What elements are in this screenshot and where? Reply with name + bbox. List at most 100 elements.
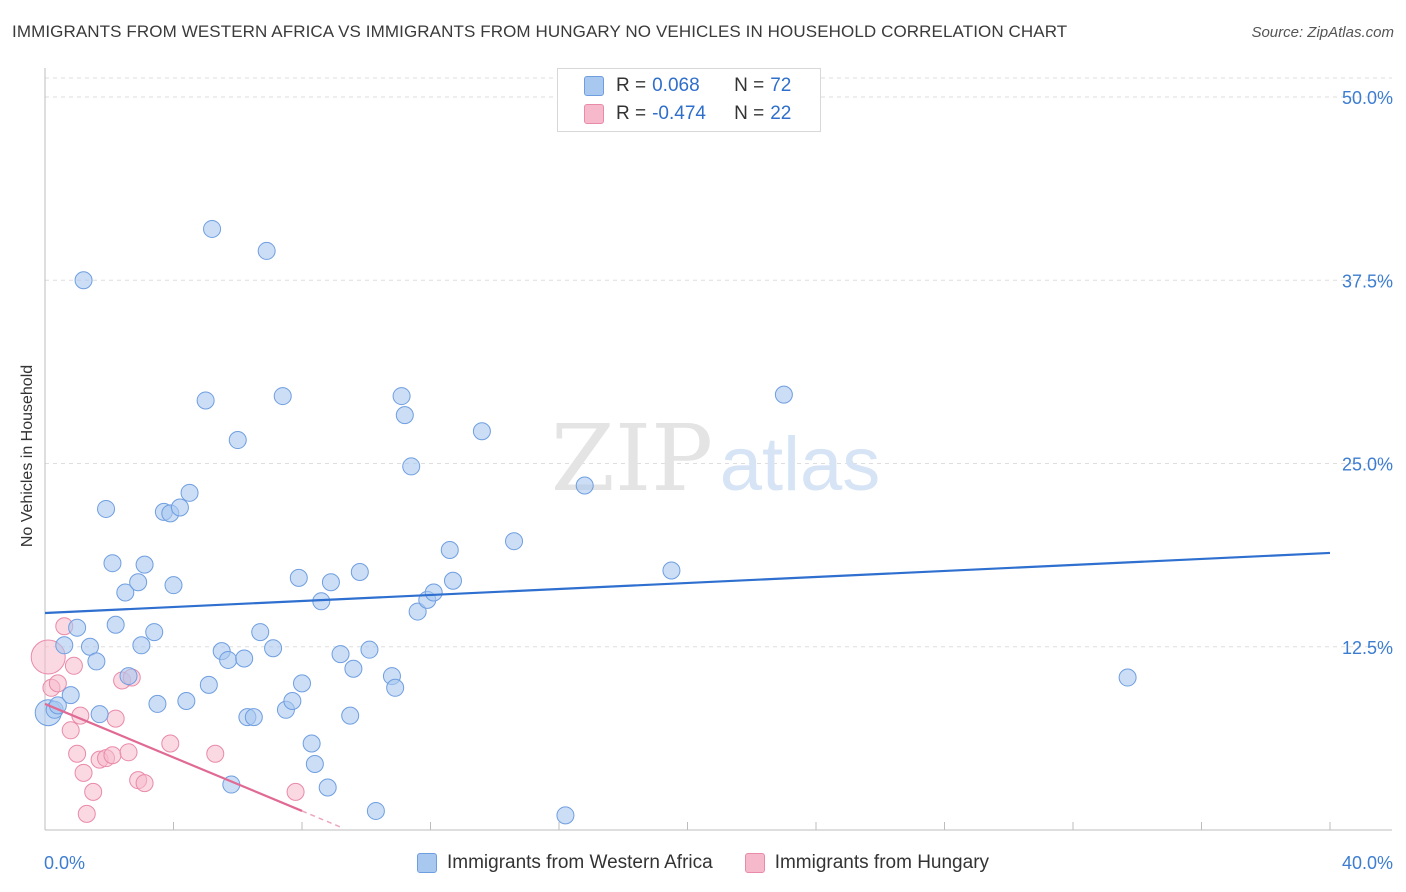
y-tick-label: 25.0% — [1342, 455, 1393, 475]
hungary-point — [77, 804, 96, 823]
western-africa-point — [321, 573, 340, 592]
hungary-point — [119, 743, 138, 762]
legend-item-western-africa: Immigrants from Western Africa — [416, 852, 713, 874]
hungary-point — [61, 721, 80, 740]
x-tick-label-max: 40.0% — [1342, 853, 1393, 873]
n-value: 22 — [770, 103, 792, 124]
western-africa-point — [74, 271, 93, 290]
hungary-point — [84, 782, 103, 801]
western-africa-point — [472, 422, 491, 441]
x-tick-label-min: 0.0% — [44, 853, 85, 873]
western-africa-point — [774, 385, 793, 404]
western-africa-points — [34, 219, 1137, 825]
correlation-legend: R = 0.068 N = 72 R = -0.474 N = 22 — [557, 68, 821, 132]
hungary-point — [135, 774, 154, 793]
n-value: 72 — [770, 75, 792, 96]
western-africa-trend-line — [44, 551, 1331, 615]
western-africa-point — [402, 457, 421, 476]
series-legend: Immigrants from Western Africa Immigrant… — [0, 852, 1406, 874]
r-value: -0.474 — [652, 103, 706, 124]
western-africa-point — [97, 499, 116, 518]
western-africa-point — [235, 649, 254, 668]
hungary-point — [206, 744, 225, 763]
western-africa-point — [177, 691, 196, 710]
hungary-trend-extension — [301, 810, 341, 828]
western-africa-legend-swatch — [416, 853, 437, 873]
western-africa-legend-label: Immigrants from Western Africa — [446, 852, 713, 873]
western-africa-point — [228, 431, 247, 450]
western-africa-point — [505, 532, 524, 551]
hungary-point — [64, 656, 83, 675]
hungary-legend-label: Immigrants from Hungary — [774, 852, 990, 873]
western-africa-point — [350, 562, 369, 581]
hungary-point — [48, 674, 67, 693]
western-africa-point — [148, 694, 167, 713]
western-africa-point — [443, 571, 462, 590]
western-africa-point — [424, 583, 443, 602]
trend-lines — [44, 551, 1331, 828]
source-credit: Source: ZipAtlas.com — [1251, 24, 1394, 41]
western-africa-point — [289, 568, 308, 587]
n-label: N = — [734, 103, 765, 124]
western-africa-point — [68, 618, 87, 637]
western-africa-point — [344, 659, 363, 678]
western-africa-point — [129, 573, 148, 592]
western-africa-point — [662, 561, 681, 580]
legend-row-hungary: R = -0.474 N = 22 — [584, 101, 791, 127]
western-africa-point — [408, 602, 427, 621]
western-africa-point — [219, 650, 238, 669]
hungary-point — [68, 744, 87, 763]
hungary-legend-swatch — [744, 853, 765, 873]
hungary-point — [106, 709, 125, 728]
western-africa-point — [264, 639, 283, 658]
western-africa-swatch — [584, 76, 604, 96]
western-africa-point — [293, 674, 311, 693]
watermark-zip: ZIP — [551, 405, 713, 512]
tick-labels: 12.5% 25.0% 37.5% 50.0% 0.0% 40.0% — [44, 88, 1393, 873]
western-africa-point — [440, 540, 459, 559]
western-africa-point — [180, 483, 199, 502]
western-africa-point — [575, 476, 594, 495]
y-tick-label: 37.5% — [1342, 271, 1393, 291]
chart-title: IMMIGRANTS FROM WESTERN AFRICA VS IMMIGR… — [12, 22, 1068, 41]
western-africa-point — [273, 387, 292, 406]
r-label: R = — [616, 103, 647, 124]
western-africa-point — [132, 636, 151, 655]
western-africa-point — [366, 801, 385, 820]
y-tick-label: 12.5% — [1342, 638, 1393, 658]
western-africa-point — [55, 636, 74, 655]
western-africa-point — [556, 806, 575, 825]
grid-lines — [45, 77, 1392, 648]
western-africa-point — [386, 678, 405, 697]
western-africa-point — [302, 734, 321, 753]
legend-item-hungary: Immigrants from Hungary — [744, 852, 990, 874]
western-africa-point — [87, 652, 106, 671]
western-africa-point — [360, 640, 379, 659]
legend-row-western-africa: R = 0.068 N = 72 — [584, 73, 791, 99]
western-africa-point — [170, 498, 189, 517]
western-africa-point — [145, 623, 164, 642]
western-africa-point — [203, 219, 222, 238]
western-africa-point — [257, 241, 276, 260]
hungary-point — [103, 746, 122, 765]
western-africa-point — [196, 391, 215, 410]
r-label: R = — [616, 75, 647, 96]
western-africa-point — [103, 554, 122, 573]
western-africa-point — [106, 615, 125, 634]
r-value: 0.068 — [652, 75, 700, 96]
western-africa-point — [119, 667, 138, 686]
western-africa-point — [305, 755, 324, 774]
western-africa-point — [61, 686, 80, 705]
western-africa-point — [244, 708, 263, 727]
watermark: ZIP atlas — [551, 405, 880, 512]
western-africa-point — [199, 675, 218, 694]
western-africa-point — [251, 623, 270, 642]
y-tick-label: 50.0% — [1342, 88, 1393, 108]
western-africa-point — [116, 583, 135, 602]
western-africa-point — [395, 406, 414, 425]
western-africa-point — [135, 555, 154, 574]
western-africa-point — [331, 645, 350, 664]
hungary-swatch — [584, 104, 604, 124]
western-africa-point — [283, 691, 302, 710]
